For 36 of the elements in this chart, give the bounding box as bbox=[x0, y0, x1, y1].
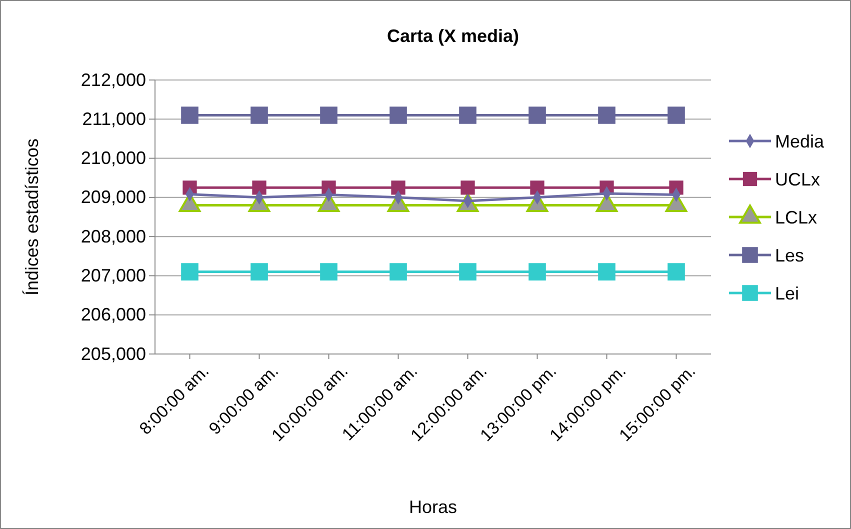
legend-label: Lei bbox=[775, 283, 800, 304]
point bbox=[460, 180, 475, 195]
chart-title: Carta (X media) bbox=[386, 26, 520, 46]
y-tick-label: 209,000 bbox=[80, 187, 146, 208]
y-tick-label: 211,000 bbox=[82, 108, 146, 129]
point bbox=[250, 106, 268, 124]
x-axis-title: Horas bbox=[408, 497, 458, 517]
point bbox=[459, 263, 476, 280]
point bbox=[390, 106, 407, 124]
y-tick-label: 210,000 bbox=[80, 148, 146, 168]
point bbox=[181, 263, 198, 280]
point bbox=[181, 106, 198, 124]
y-tick-label: 206,000 bbox=[80, 304, 146, 325]
point bbox=[598, 263, 616, 280]
point bbox=[528, 106, 546, 124]
point bbox=[528, 263, 546, 280]
point bbox=[320, 106, 338, 124]
y-tick-label: 205,000 bbox=[80, 344, 146, 364]
y-tick-label: 207,000 bbox=[80, 265, 146, 286]
y-tick-label: 212,000 bbox=[80, 70, 146, 90]
point bbox=[530, 180, 544, 195]
legend-label: LCLx bbox=[775, 207, 818, 228]
y-tick-label: 208,000 bbox=[80, 226, 146, 246]
point bbox=[391, 180, 406, 195]
y-axis-title: Índices estadísticos bbox=[22, 138, 42, 296]
legend-label: Media bbox=[775, 131, 826, 152]
point bbox=[390, 263, 407, 280]
legend-label: UCLx bbox=[775, 169, 820, 190]
point bbox=[250, 263, 268, 280]
point bbox=[320, 263, 338, 280]
point bbox=[668, 106, 685, 124]
legend-label: Les bbox=[775, 245, 804, 266]
point bbox=[459, 106, 476, 124]
point bbox=[252, 180, 266, 195]
point bbox=[598, 106, 616, 124]
point bbox=[668, 263, 685, 280]
